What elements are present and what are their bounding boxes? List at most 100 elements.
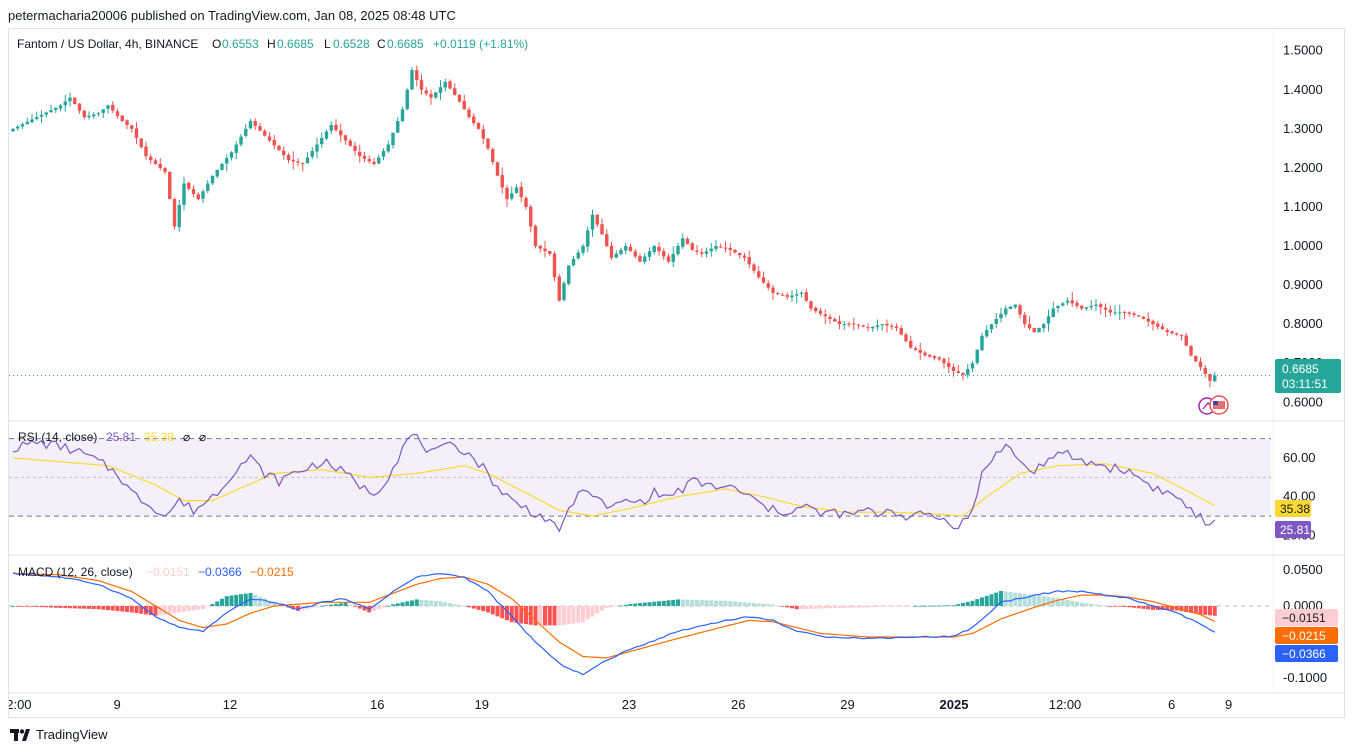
candle-body[interactable] <box>491 149 495 163</box>
candle-body[interactable] <box>1170 331 1174 334</box>
candle-body[interactable] <box>1046 316 1051 324</box>
candle-body[interactable] <box>339 130 343 136</box>
candle-body[interactable] <box>994 318 998 324</box>
candle-body[interactable] <box>519 187 523 198</box>
candle-body[interactable] <box>134 128 139 138</box>
candle-body[interactable] <box>467 109 471 118</box>
candle-body[interactable] <box>172 199 177 227</box>
candle-body[interactable] <box>1099 304 1103 308</box>
candle-body[interactable] <box>980 335 984 351</box>
candle-body[interactable] <box>1160 326 1165 330</box>
candle-body[interactable] <box>709 248 713 252</box>
candle-body[interactable] <box>277 145 281 151</box>
candle-body[interactable] <box>362 155 367 159</box>
candle-body[interactable] <box>543 248 547 252</box>
candle-body[interactable] <box>1179 335 1184 337</box>
candle-body[interactable] <box>248 121 253 129</box>
candle-body[interactable] <box>505 187 509 200</box>
candle-body[interactable] <box>1070 300 1074 304</box>
candle-body[interactable] <box>719 246 723 248</box>
candle-body[interactable] <box>771 287 775 293</box>
candle-body[interactable] <box>818 310 823 314</box>
candle-body[interactable] <box>619 249 623 255</box>
candle-body[interactable] <box>16 126 20 129</box>
candle-body[interactable] <box>1151 320 1155 325</box>
candle-body[interactable] <box>548 251 552 254</box>
candle-body[interactable] <box>229 152 234 158</box>
candle-body[interactable] <box>343 135 348 141</box>
candle-body[interactable] <box>1056 305 1060 309</box>
macd-line[interactable] <box>12 572 1216 676</box>
candle-body[interactable] <box>847 323 851 325</box>
candle-body[interactable] <box>1080 305 1084 309</box>
macd-badge[interactable]: −0.0366 <box>1275 645 1338 662</box>
candle-body[interactable] <box>457 94 462 102</box>
candle-body[interactable] <box>267 136 272 141</box>
candle-body[interactable] <box>571 259 576 266</box>
candle-body[interactable] <box>272 139 276 146</box>
candle-body[interactable] <box>552 253 557 278</box>
candle-body[interactable] <box>780 294 785 296</box>
candle-body[interactable] <box>533 225 538 247</box>
candle-body[interactable] <box>158 163 162 168</box>
candle-body[interactable] <box>472 116 476 123</box>
candle-body[interactable] <box>567 265 571 284</box>
candle-body[interactable] <box>966 369 970 375</box>
candle-body[interactable] <box>999 313 1003 319</box>
candle-body[interactable] <box>510 193 514 199</box>
candle-body[interactable] <box>358 151 362 157</box>
candle-body[interactable] <box>833 319 837 322</box>
candle-body[interactable] <box>220 164 224 170</box>
candle-body[interactable] <box>1156 323 1160 327</box>
candle-body[interactable] <box>453 88 457 95</box>
candle-body[interactable] <box>353 145 357 151</box>
candle-body[interactable] <box>842 324 846 326</box>
candle-body[interactable] <box>828 316 832 319</box>
candle-body[interactable] <box>880 324 884 326</box>
candle-body[interactable] <box>1075 302 1079 306</box>
candle-body[interactable] <box>529 206 533 227</box>
candle-body[interactable] <box>486 138 490 149</box>
candle-body[interactable] <box>258 126 262 131</box>
candle-body[interactable] <box>514 187 519 194</box>
candle-body[interactable] <box>1208 373 1212 381</box>
candle-body[interactable] <box>286 155 291 161</box>
candle-body[interactable] <box>101 109 105 113</box>
candle-body[interactable] <box>652 246 656 253</box>
tradingview-brand[interactable]: TradingView <box>10 727 108 742</box>
candle-body[interactable] <box>39 114 44 117</box>
candle-body[interactable] <box>191 189 196 194</box>
candle-body[interactable] <box>633 251 637 257</box>
candle-body[interactable] <box>609 245 614 258</box>
candle-body[interactable] <box>429 93 433 98</box>
candle-body[interactable] <box>875 325 880 328</box>
candle-body[interactable] <box>381 150 386 157</box>
candle-body[interactable] <box>1118 312 1122 314</box>
legend-symbol[interactable]: Fantom / US Dollar, 4h, BINANCE <box>17 37 198 51</box>
candle-body[interactable] <box>54 107 58 111</box>
candle-body[interactable] <box>866 327 870 329</box>
candle-body[interactable] <box>671 253 675 262</box>
candle-body[interactable] <box>899 328 903 335</box>
candle-body[interactable] <box>947 362 951 368</box>
candle-body[interactable] <box>234 144 238 153</box>
rsi-badge[interactable]: 25.81 <box>1275 521 1311 538</box>
candle-body[interactable] <box>837 321 842 325</box>
candle-body[interactable] <box>937 357 941 360</box>
signal-badge[interactable]: −0.0215 <box>1275 627 1338 644</box>
candle-body[interactable] <box>1008 306 1013 310</box>
candle-body[interactable] <box>638 255 642 262</box>
candle-body[interactable] <box>115 111 120 116</box>
candle-body[interactable] <box>63 101 67 106</box>
rsi-line[interactable] <box>12 433 1216 533</box>
candle-body[interactable] <box>657 246 661 252</box>
candle-body[interactable] <box>1094 304 1098 306</box>
candle-body[interactable] <box>77 103 82 111</box>
candle-body[interactable] <box>310 150 314 157</box>
candle-body[interactable] <box>628 246 633 252</box>
candle-body[interactable] <box>662 251 666 257</box>
candle-body[interactable] <box>377 157 381 164</box>
macd-histogram[interactable] <box>11 590 1217 626</box>
candle-body[interactable] <box>68 97 72 102</box>
candle-body[interactable] <box>1051 308 1055 317</box>
